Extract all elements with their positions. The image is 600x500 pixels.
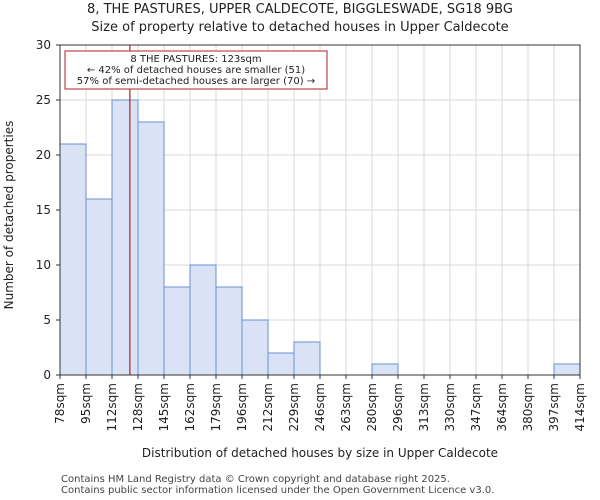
y-tick-label: 30 [36,38,51,52]
bar [137,121,165,376]
x-tick-label: 263sqm [339,383,353,431]
x-tick-label: 364sqm [495,383,509,431]
x-tick-label: 112sqm [105,383,119,431]
y-tick-label: 20 [36,148,51,162]
bar [163,286,191,376]
x-tick-label: 313sqm [417,383,431,431]
y-tick-label: 15 [36,203,51,217]
bar [293,341,321,376]
property-marker: 8 THE PASTURES: 123sqm← 42% of detached … [64,45,328,375]
axes: 0 5 10 15 20 25 30 78sqm 95sqm 112sqm 128sqm 145sqm… [36,38,587,431]
bar [241,319,269,376]
x-tick-label: 397sqm [547,383,561,431]
x-tick-label: 380sqm [521,383,535,431]
plot-frame [59,44,581,376]
x-tick-label: 128sqm [131,383,145,431]
chart-title: 8, THE PASTURES, UPPER CALDECOTE, BIGGLE… [87,2,513,17]
annotation-line: 8 THE PASTURES: 123sqm [130,54,261,65]
y-tick-label: 0 [43,368,51,382]
annotation-line: 57% of semi-detached houses are larger (… [77,76,315,87]
x-tick-label: 179sqm [209,383,223,431]
footer-licence: Contains public sector information licen… [61,485,495,496]
x-tick-label: 78sqm [53,383,67,424]
y-axis-label: Number of detached properties [2,121,16,310]
x-tick-label: 95sqm [79,383,93,424]
annotation-line: ← 42% of detached houses are smaller (51… [87,65,305,76]
bar [553,363,581,376]
x-axis-label: Distribution of detached houses by size … [142,446,498,460]
bar [189,264,217,376]
y-tick-label: 25 [36,93,51,107]
x-tick-label: 162sqm [183,383,197,431]
x-tick-label: 330sqm [443,383,457,431]
x-tick-label: 196sqm [235,383,249,431]
bar [267,352,295,376]
x-tick-label: 229sqm [287,383,301,431]
x-tick-label: 280sqm [365,383,379,431]
annotation-box [64,50,328,90]
chart-subtitle: Size of property relative to detached ho… [91,20,509,35]
x-tick-label: 296sqm [391,383,405,431]
bars [59,99,581,376]
x-tick-label: 347sqm [469,383,483,431]
y-tick-label: 5 [43,313,51,327]
x-tick-label: 212sqm [261,383,275,431]
bar [215,286,243,376]
y-tick-label: 10 [36,258,51,272]
bar [59,143,87,376]
bar [111,99,139,376]
x-tick-label: 246sqm [313,383,327,431]
bar [85,198,113,376]
x-tick-label: 414sqm [573,383,587,431]
bar [371,363,399,376]
x-tick-label: 145sqm [157,383,171,431]
footer-copyright: Contains HM Land Registry data © Crown c… [61,474,450,485]
